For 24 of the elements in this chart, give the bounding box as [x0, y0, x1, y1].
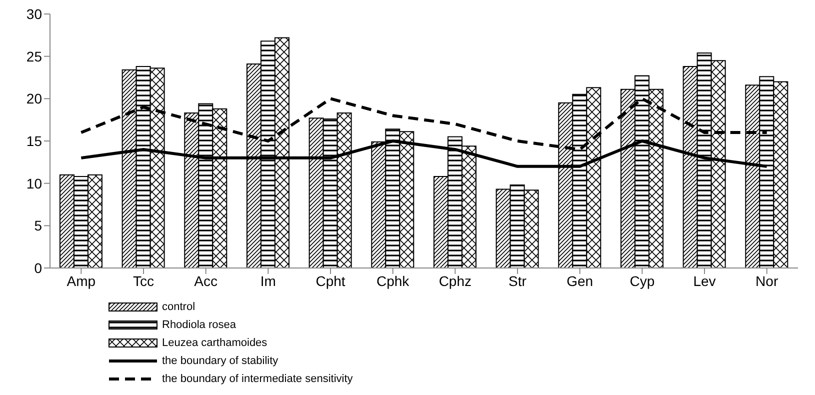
x-tick-label: Cyp	[630, 272, 655, 289]
y-tick-label: 15	[26, 132, 42, 149]
x-tick-label: Str	[508, 272, 527, 289]
y-tick-label: 0	[34, 260, 42, 276]
legend-label: the boundary of intermediate sensitivity	[162, 373, 353, 385]
legend-label: Rhodiola rosea	[162, 319, 236, 331]
legend-label: the boundary of stability	[162, 355, 278, 367]
x-tick-label: Lev	[693, 272, 716, 289]
y-tick-label: 25	[26, 48, 42, 64]
legend-label: control	[162, 301, 196, 313]
y-tick-label: 10	[26, 175, 42, 192]
x-tick-label: Cpht	[316, 272, 346, 289]
x-tick-label: Amp	[66, 272, 96, 289]
y-tick-label: 5	[34, 218, 42, 234]
x-tick-label: Gen	[566, 272, 594, 289]
y-tick-label: 30	[26, 6, 42, 22]
x-tick-label: Nor	[756, 272, 778, 289]
x-tick-label: Im	[260, 272, 276, 289]
x-tick-label: Cphk	[376, 272, 410, 289]
legend-label: Leuzea carthamoides	[162, 337, 268, 349]
x-tick-label: Acc	[194, 272, 218, 289]
x-tick-label: Cphz	[438, 272, 472, 289]
y-tick-label: 20	[26, 90, 42, 107]
x-tick-label: Tcc	[133, 272, 154, 289]
